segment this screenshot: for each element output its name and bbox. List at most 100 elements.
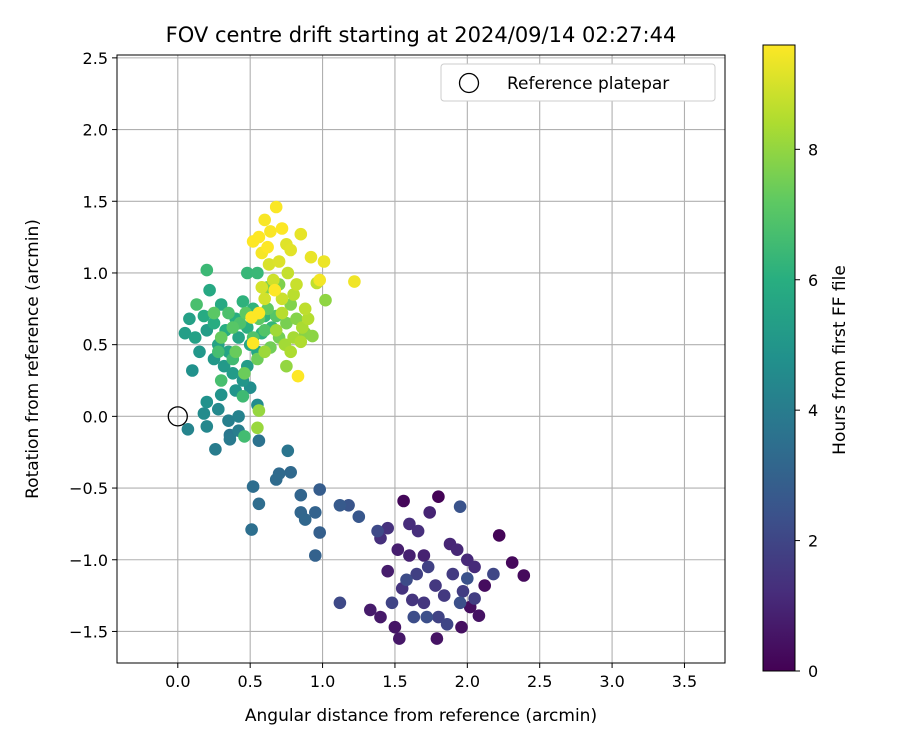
data-point-124 xyxy=(226,321,240,334)
data-point-81 xyxy=(214,388,228,402)
data-point-118 xyxy=(190,298,203,311)
data-point-75 xyxy=(212,402,225,416)
data-point-175 xyxy=(264,225,277,238)
data-point-92 xyxy=(188,331,202,344)
data-point-18 xyxy=(423,506,437,519)
data-point-46 xyxy=(453,596,467,610)
y-tick-label-5: 1.0 xyxy=(83,264,108,283)
y-tick-label-4: 0.5 xyxy=(83,336,108,355)
data-point-40 xyxy=(487,567,500,581)
y-axis-ticks: −1.5 −1.0 −0.5 0.0 0.5 1.0 1.5 2.0 2.5 xyxy=(69,49,117,641)
legend-label-reference: Reference platepar xyxy=(507,74,669,94)
data-point-12 xyxy=(374,610,387,624)
data-point-180 xyxy=(291,369,305,383)
data-point-49 xyxy=(342,499,355,512)
data-point-23 xyxy=(403,517,416,531)
data-point-147 xyxy=(269,324,283,337)
x-tick-label-2: 1.0 xyxy=(310,672,335,691)
y-tick-label-6: 1.5 xyxy=(83,192,108,211)
data-point-20 xyxy=(450,543,464,556)
data-point-144 xyxy=(252,404,266,417)
data-point-159 xyxy=(290,278,303,291)
data-point-53 xyxy=(313,526,327,539)
data-point-74 xyxy=(200,420,214,433)
colorbar-ticks: 0 2 4 6 8 xyxy=(795,140,818,681)
data-point-171 xyxy=(348,275,361,288)
data-point-169 xyxy=(304,250,318,264)
data-point-117 xyxy=(214,374,228,387)
data-point-3 xyxy=(505,556,519,569)
data-point-90 xyxy=(178,326,192,340)
data-point-56 xyxy=(294,488,308,502)
data-point-41 xyxy=(333,596,347,610)
x-tick-label-0: 0.0 xyxy=(165,672,190,691)
data-point-176 xyxy=(269,200,283,214)
data-point-87 xyxy=(226,367,240,380)
data-point-131 xyxy=(238,367,251,380)
data-point-99 xyxy=(214,298,228,311)
data-point-1 xyxy=(492,529,506,542)
data-point-86 xyxy=(217,359,231,373)
data-point-0 xyxy=(432,490,445,504)
data-point-135 xyxy=(280,316,293,330)
data-point-95 xyxy=(232,331,245,344)
data-point-112 xyxy=(200,263,214,277)
data-point-164 xyxy=(262,258,276,271)
data-point-10 xyxy=(388,620,402,634)
data-point-98 xyxy=(203,283,216,297)
data-point-32 xyxy=(446,567,460,581)
data-point-182 xyxy=(246,336,260,350)
data-point-38 xyxy=(385,596,399,610)
data-point-113 xyxy=(236,390,250,403)
data-point-43 xyxy=(400,573,413,587)
data-point-7 xyxy=(455,620,468,634)
legend: Reference platepar xyxy=(440,63,716,102)
colorbar-label: Hours from first FF file xyxy=(830,265,850,455)
data-point-63 xyxy=(246,480,260,493)
colorbar-tick-label-1: 2 xyxy=(808,532,818,551)
colorbar-tick-label-4: 8 xyxy=(808,140,818,159)
data-point-106 xyxy=(236,295,250,308)
data-point-116 xyxy=(212,345,225,359)
data-point-155 xyxy=(287,288,300,301)
data-point-167 xyxy=(284,243,298,257)
data-point-28 xyxy=(406,593,419,607)
data-point-71 xyxy=(222,414,235,428)
data-point-115 xyxy=(238,430,251,443)
data-point-47 xyxy=(461,572,474,585)
data-point-183 xyxy=(252,306,266,320)
data-point-158 xyxy=(281,266,295,280)
data-point-168 xyxy=(294,227,308,241)
chart-title: FOV centre drift starting at 2024/09/14 … xyxy=(166,23,677,47)
data-point-62 xyxy=(252,497,266,511)
grid-lines xyxy=(117,55,725,663)
x-tick-label-4: 2.0 xyxy=(455,672,480,691)
data-point-185 xyxy=(261,240,274,254)
data-point-156 xyxy=(298,302,312,316)
data-point-91 xyxy=(183,312,196,326)
data-point-15 xyxy=(391,543,405,556)
data-point-141 xyxy=(306,329,319,343)
data-point-52 xyxy=(313,483,327,496)
y-tick-label-7: 2.0 xyxy=(83,121,108,140)
data-point-36 xyxy=(421,560,435,574)
x-tick-label-1: 0.5 xyxy=(237,672,262,691)
data-point-44 xyxy=(407,610,421,624)
data-point-142 xyxy=(319,293,332,307)
data-point-51 xyxy=(333,499,347,512)
colorbar-tick-label-3: 6 xyxy=(808,271,818,290)
x-tick-label-3: 1.5 xyxy=(382,672,407,691)
data-point-26 xyxy=(381,521,395,535)
data-point-61 xyxy=(269,473,283,486)
data-point-84 xyxy=(193,345,206,359)
data-point-79 xyxy=(186,364,199,377)
data-point-54 xyxy=(309,549,322,562)
y-tick-label-8: 2.5 xyxy=(83,49,108,68)
colorbar-tick-label-2: 4 xyxy=(808,401,818,420)
data-point-163 xyxy=(255,281,269,294)
data-point-111 xyxy=(251,266,264,280)
data-point-59 xyxy=(284,466,298,479)
x-tick-label-5: 2.5 xyxy=(527,672,552,691)
data-point-69 xyxy=(209,443,222,456)
colorbar-tick-label-0: 0 xyxy=(808,662,818,681)
